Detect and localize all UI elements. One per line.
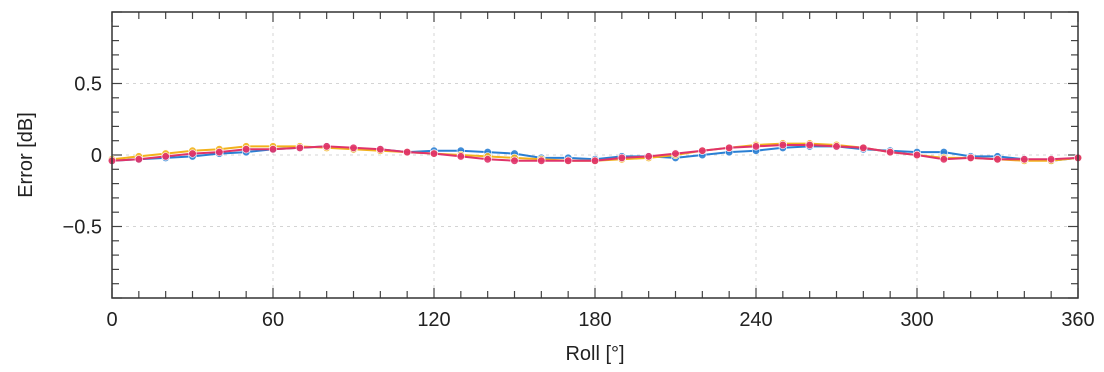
data-point <box>268 145 278 154</box>
data-point <box>403 148 412 157</box>
y-tick-label: 0 <box>91 145 102 167</box>
data-point <box>886 148 895 157</box>
x-tick-label: 0 <box>106 309 117 331</box>
grid <box>112 12 1078 298</box>
data-point <box>564 156 573 165</box>
y-tick-labels: −0.5 0 0.5 <box>63 74 102 239</box>
data-point <box>617 153 626 162</box>
data-point <box>510 156 519 165</box>
x-tick-label: 300 <box>900 309 933 331</box>
data-point <box>805 140 814 150</box>
data-point <box>215 148 224 157</box>
y-axis-title: Error [dB] <box>15 112 37 198</box>
data-point <box>725 143 734 152</box>
data-point <box>698 146 707 155</box>
data-point <box>671 149 680 158</box>
plot-frame <box>111 11 1079 299</box>
data-point <box>859 143 868 152</box>
x-tick-label: 120 <box>417 309 450 331</box>
data-point <box>1020 155 1029 164</box>
x-tick-labels: 0 60 120 180 240 300 360 <box>106 309 1094 331</box>
data-point <box>644 152 653 161</box>
x-tick-label: 180 <box>578 309 611 331</box>
data-point <box>1047 155 1056 164</box>
data-point <box>912 150 922 160</box>
data-point <box>966 153 975 162</box>
x-tick-label: 360 <box>1061 309 1094 331</box>
data-point <box>778 140 787 150</box>
data-point <box>322 142 331 151</box>
data-point <box>751 142 761 151</box>
data-point <box>832 142 841 151</box>
data-point <box>993 155 1002 164</box>
y-tick-label: 0.5 <box>74 74 102 96</box>
x-axis-title: Roll [°] <box>565 343 624 365</box>
data-point <box>939 155 948 164</box>
data-point <box>349 143 358 152</box>
data-point <box>295 143 304 152</box>
x-tick-label: 240 <box>739 309 772 331</box>
data-point <box>242 145 251 154</box>
x-tick-label: 60 <box>262 309 284 331</box>
data-point <box>376 145 385 154</box>
data-point <box>590 156 600 165</box>
data-point <box>483 155 492 164</box>
data-point <box>188 149 197 158</box>
data-point <box>429 149 439 158</box>
y-tick-label: −0.5 <box>63 217 102 239</box>
series-group <box>107 139 1083 165</box>
data-point <box>456 152 465 161</box>
data-point <box>134 155 143 164</box>
data-point <box>537 156 546 165</box>
data-point <box>161 152 170 161</box>
